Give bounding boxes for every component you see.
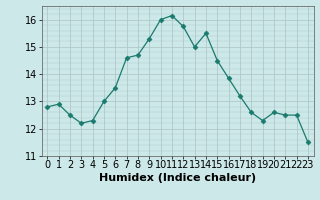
X-axis label: Humidex (Indice chaleur): Humidex (Indice chaleur) xyxy=(99,173,256,183)
